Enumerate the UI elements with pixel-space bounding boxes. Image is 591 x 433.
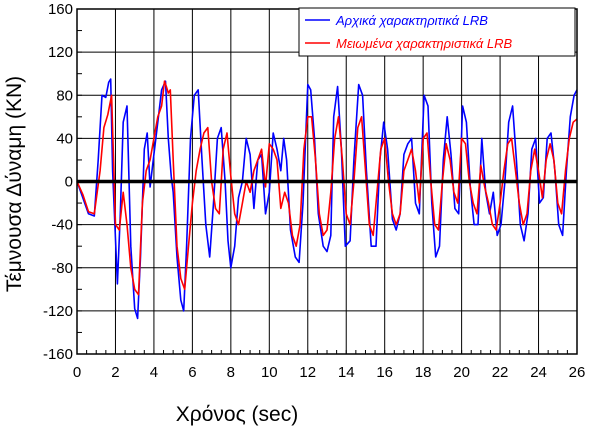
series-line-reduced — [76, 80, 578, 296]
x-tick-label: 24 — [530, 364, 547, 381]
y-tick-labels: 160 120 80 40 0 -40 -80 -120 -160 — [43, 1, 73, 363]
legend-label-reduced: Μειωμένα χαρακτηριστικά LRB — [336, 36, 513, 51]
y-tick-label: 160 — [48, 1, 73, 18]
x-tick-label: 18 — [415, 364, 432, 381]
x-tick-label: 16 — [376, 364, 393, 381]
legend-label-initial: Αρχικά χαρακτηριτικά LRB — [335, 13, 488, 28]
x-tick-label: 12 — [299, 364, 316, 381]
x-tick-label: 14 — [338, 364, 355, 381]
x-tick-label: 0 — [73, 364, 81, 381]
minor-ticks — [76, 8, 578, 355]
y-tick-label: -80 — [51, 260, 73, 277]
x-tick-label: 2 — [111, 364, 119, 381]
y-tick-label: -120 — [43, 303, 73, 320]
x-axis-title: Χρόνος (sec) — [176, 403, 298, 426]
x-tick-label: 4 — [150, 364, 158, 381]
x-tick-label: 6 — [188, 364, 196, 381]
y-tick-label: 80 — [56, 87, 73, 104]
y-tick-label: -160 — [43, 346, 73, 363]
y-tick-label: -40 — [51, 217, 73, 234]
x-tick-label: 10 — [261, 364, 278, 381]
x-tick-label: 22 — [492, 364, 509, 381]
series-layer — [76, 78, 578, 320]
x-tick-label: 20 — [453, 364, 470, 381]
legend-box — [298, 7, 576, 57]
x-tick-label: 8 — [227, 364, 235, 381]
x-tick-label: 26 — [569, 364, 586, 381]
x-tick-labels: 0 2 4 6 8 10 12 14 16 18 20 22 24 26 — [73, 364, 586, 381]
y-tick-label: 120 — [48, 44, 73, 61]
y-tick-label: 40 — [56, 130, 73, 147]
legend: Αρχικά χαρακτηριτικά LRB Μειωμένα χαρακτ… — [298, 7, 576, 57]
y-axis-title: Τέμνουσα Δύναμη (KN) — [3, 76, 26, 292]
y-tick-label: 0 — [65, 174, 73, 191]
series-line-initial — [76, 78, 578, 320]
